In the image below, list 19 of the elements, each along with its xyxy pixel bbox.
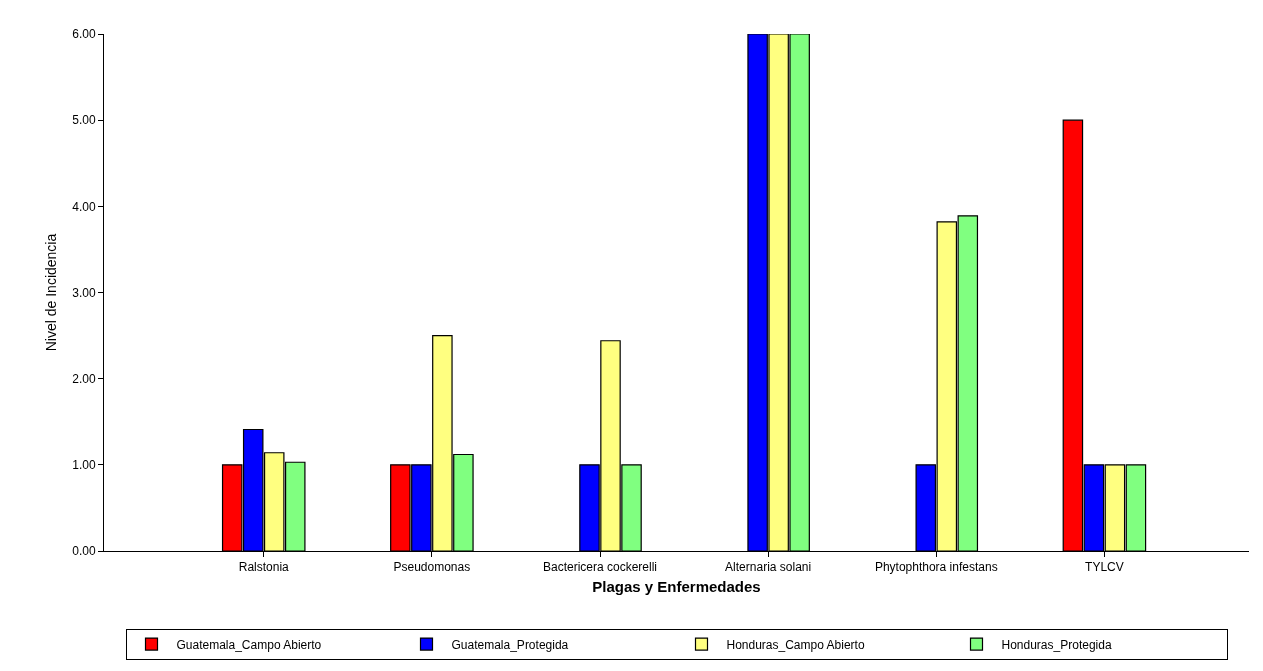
y-tick-label: 1.00 bbox=[72, 458, 96, 473]
y-tick-label: 3.00 bbox=[72, 285, 96, 300]
x-tick-label: Phytophthora infestans bbox=[874, 560, 998, 575]
x-tick-label: Pseudomonas bbox=[393, 560, 471, 575]
x-tick-label: Ralstonia bbox=[238, 560, 290, 575]
x-axis-title: Plagas y Enfermedades bbox=[592, 578, 761, 596]
y-tick-label: 4.00 bbox=[72, 199, 96, 214]
x-tick-label: Alternaria solani bbox=[725, 560, 812, 575]
y-tick-label: 5.00 bbox=[72, 113, 96, 128]
x-tick-label: TYLCV bbox=[1085, 560, 1124, 575]
legend-label: Guatemala_Protegida bbox=[451, 637, 569, 652]
x-tick-label: Bactericera cockerelli bbox=[542, 560, 658, 575]
y-tick-label: 0.00 bbox=[72, 544, 96, 559]
y-axis-title: Nivel de Incidencia bbox=[42, 233, 59, 352]
legend-label: Guatemala_Campo Abierto bbox=[176, 637, 322, 652]
legend-label: Honduras_Campo Abierto bbox=[726, 637, 865, 652]
legend-label: Honduras_Protegida bbox=[1001, 637, 1112, 652]
y-tick-label: 6.00 bbox=[72, 27, 96, 42]
y-tick-label: 2.00 bbox=[72, 371, 96, 386]
